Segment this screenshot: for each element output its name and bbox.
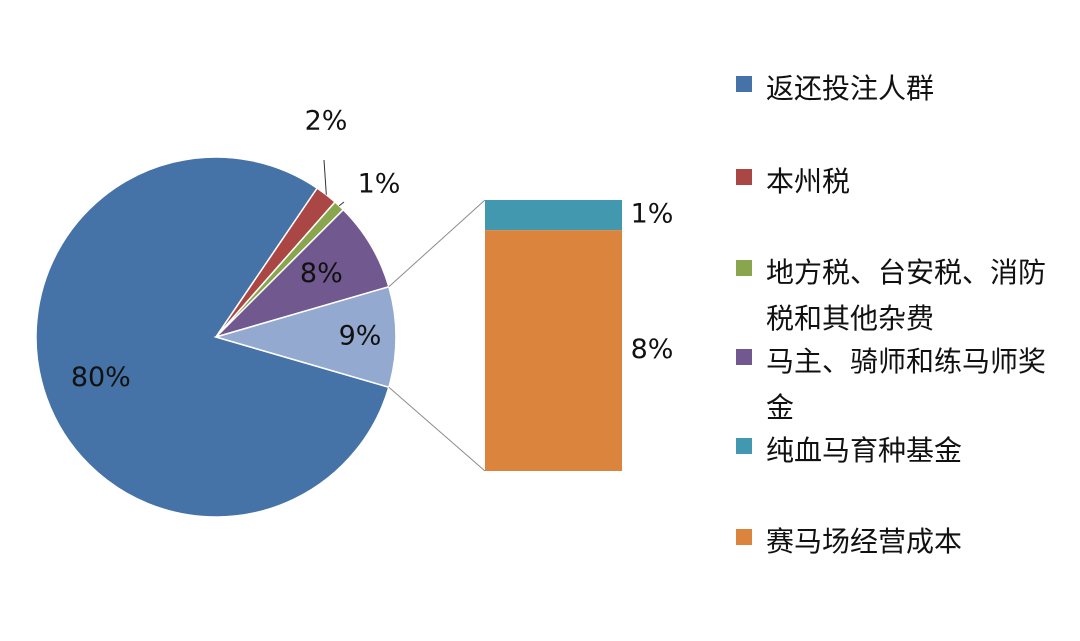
legend-label: 返还投注人群 xyxy=(766,72,935,105)
legend-item: 本州税 xyxy=(736,159,1072,205)
legend-item: 返还投注人群 xyxy=(736,66,1072,112)
connector-lines xyxy=(388,199,486,472)
legend-swatch xyxy=(736,529,752,545)
legend-swatch xyxy=(736,438,752,454)
legend-label: 纯血马育种基金 xyxy=(766,434,963,467)
data-label: 1% xyxy=(631,199,674,230)
pie-slice-breakout xyxy=(213,285,397,389)
data-label: 8% xyxy=(631,334,674,365)
legend-swatch xyxy=(736,260,752,276)
legend-label: 地方税、台安税、消防税和其他杂费 xyxy=(766,256,1047,335)
legend-item: 赛马场经营成本 xyxy=(736,519,1072,565)
legend-swatch xyxy=(736,349,752,365)
pie-slice xyxy=(35,156,390,518)
legend-label: 赛马场经营成本 xyxy=(766,525,963,558)
leader-line xyxy=(323,159,327,195)
legend-swatch xyxy=(736,76,752,92)
pie-slice xyxy=(215,208,390,338)
data-label: 9% xyxy=(339,321,382,352)
data-label: 8% xyxy=(300,258,343,289)
connector-line xyxy=(388,386,486,472)
connector-line xyxy=(388,199,486,288)
legend-item: 马主、骑师和练马师奖金 xyxy=(736,339,1072,431)
legend-item: 纯血马育种基金 xyxy=(736,428,1072,474)
pie-group xyxy=(35,156,397,518)
bar-segment xyxy=(485,200,622,231)
leader-line xyxy=(338,201,345,207)
legend-label: 马主、骑师和练马师奖金 xyxy=(766,345,1047,424)
data-label: 1% xyxy=(358,169,401,200)
breakout-bar xyxy=(485,200,622,471)
legend-item: 地方税、台安税、消防税和其他杂费 xyxy=(736,250,1072,342)
legend-label: 本州税 xyxy=(766,165,851,198)
data-label: 80% xyxy=(71,362,131,393)
data-label: 2% xyxy=(305,106,348,137)
data-labels: 80% 2% 1% 8% 9% 1% 8% xyxy=(71,106,674,393)
legend-swatch xyxy=(736,169,752,185)
bar-segment xyxy=(485,230,622,471)
